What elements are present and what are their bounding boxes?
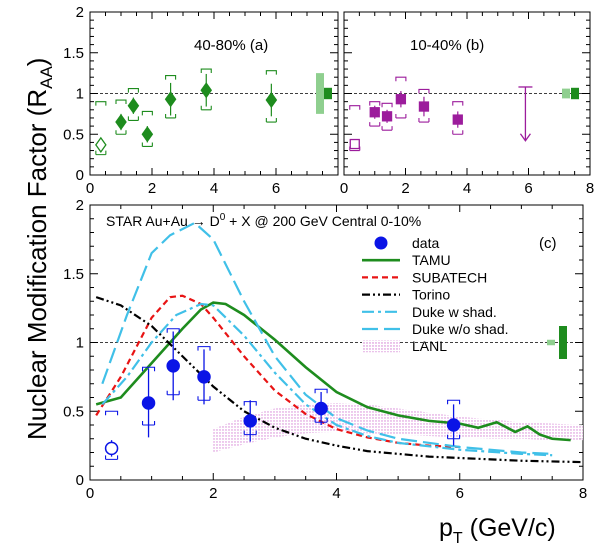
x-axis-label: pT (GeV/c)	[439, 514, 556, 547]
data-point-circle	[314, 401, 328, 416]
systematic-bracket	[418, 88, 430, 123]
systematic-bracket	[105, 410, 119, 460]
curve-torino	[95, 296, 584, 464]
y-tick-label: 2	[76, 197, 84, 214]
x-tick-label: 2	[401, 180, 409, 197]
systematic-bracket	[141, 110, 153, 148]
data-point-open-square	[349, 138, 360, 150]
y-tick-label: 1	[76, 86, 84, 103]
x-tick-label: 4	[463, 180, 471, 197]
data-point-open-diamond	[95, 136, 107, 153]
systematic-bracket	[452, 101, 464, 135]
x-tick-label: 2	[148, 180, 156, 197]
systematic-bracket	[115, 99, 127, 135]
data-point-open-circle	[104, 441, 119, 456]
panel-b: 0 2 4 6 8	[340, 11, 594, 197]
curve-tamu	[95, 301, 571, 442]
y-tick-label: 2	[76, 4, 84, 21]
data-point-diamond	[115, 113, 127, 131]
panel-a-annotation: 40-80% (a)	[194, 37, 268, 54]
legend-label: TAMU	[412, 252, 451, 268]
panel-b-annotation: 10-40% (b)	[410, 37, 484, 54]
x-tick-label: 6	[272, 180, 280, 197]
x-tick-label: 2	[209, 485, 217, 502]
panel-c-annotation: (c)	[539, 235, 557, 252]
systematic-bracket	[381, 102, 393, 131]
legend-label: LANL	[412, 338, 447, 354]
legend-label: SUBATECH	[412, 269, 487, 285]
legend-entry: Duke w shad.	[362, 304, 497, 320]
legend-entry: SUBATECH	[362, 269, 487, 285]
systematic-bracket	[127, 88, 139, 121]
legend-label: Torino	[412, 287, 450, 303]
y-tick-label: 1.5	[63, 45, 84, 62]
upper-limit-arrow	[519, 133, 531, 142]
norm-box-dark	[324, 87, 332, 100]
legend-label: data	[412, 235, 439, 251]
x-tick-label: 0	[86, 485, 94, 502]
legend-label: Duke w shad.	[412, 304, 497, 320]
legend-entry: Duke w/o shad.	[362, 321, 509, 337]
legend-entry: Torino	[362, 287, 450, 303]
x-tick-label: 0	[340, 180, 348, 197]
norm-box-dark	[559, 326, 567, 359]
systematic-bracket	[395, 76, 407, 119]
legend-label: Duke w/o shad.	[412, 321, 509, 337]
x-tick-label: 8	[579, 485, 587, 502]
legend-entry: data	[374, 235, 439, 251]
x-tick-label: 8	[586, 180, 594, 197]
x-tick-label: 0	[86, 180, 94, 197]
data-point-diamond	[200, 82, 213, 99]
systematic-bracket	[265, 70, 277, 123]
y-axis-label: Nuclear Modification Factor (RAA)	[22, 58, 56, 440]
curve-duke-w-shad-	[101, 302, 553, 457]
systematic-bracket	[165, 75, 177, 119]
legend-entry: TAMU	[362, 252, 451, 268]
data-point-diamond	[141, 126, 154, 143]
panel-c: 0 2 4 6 800.511.52dataTAMUSUBATECHTorinoDuke…	[63, 197, 587, 502]
data-point-diamond	[164, 91, 177, 108]
norm-box-light	[562, 88, 570, 99]
norm-box-light	[547, 339, 555, 346]
data-point-circle	[166, 359, 180, 373]
panel-a: 0 2 4 6 0 0.5 1 1.5 2	[63, 4, 339, 197]
curve-lanl-band	[213, 403, 583, 453]
y-tick-label: 0	[76, 167, 84, 184]
systematic-bracket	[200, 68, 212, 111]
x-tick-label: 4	[332, 485, 340, 502]
data-point-circle	[141, 396, 156, 410]
data-point-square	[395, 94, 407, 105]
data-point-square	[418, 101, 430, 112]
x-tick-label: 4	[210, 180, 218, 197]
data-point-square	[381, 111, 393, 122]
systematic-bracket	[95, 101, 107, 156]
norm-box-light	[316, 73, 324, 114]
data-point-circle	[197, 370, 211, 384]
panel-c-title: STAR Au+Au → D0 + X @ 200 GeV Central 0-…	[106, 212, 421, 229]
data-point-circle	[446, 418, 461, 432]
y-tick-label: 0	[76, 472, 84, 489]
data-point-square	[369, 107, 380, 118]
norm-box-dark	[571, 87, 579, 100]
data-point-square	[452, 114, 463, 125]
y-tick-label: 0.5	[63, 126, 84, 143]
y-tick-label: 0.5	[63, 403, 84, 420]
data-point-diamond	[265, 91, 278, 109]
y-tick-label: 1.5	[63, 266, 84, 283]
x-tick-label: 6	[524, 180, 532, 197]
x-tick-label: 6	[456, 485, 464, 502]
y-tick-label: 1	[76, 335, 84, 352]
data-point-diamond	[127, 97, 140, 114]
legend-marker-data	[374, 236, 388, 250]
curve-subatech	[95, 294, 460, 449]
legend-entry: LANL	[362, 338, 447, 354]
systematic-bracket	[369, 101, 381, 127]
legend-marker-lanl	[362, 340, 400, 353]
data-point-circle	[243, 414, 257, 428]
